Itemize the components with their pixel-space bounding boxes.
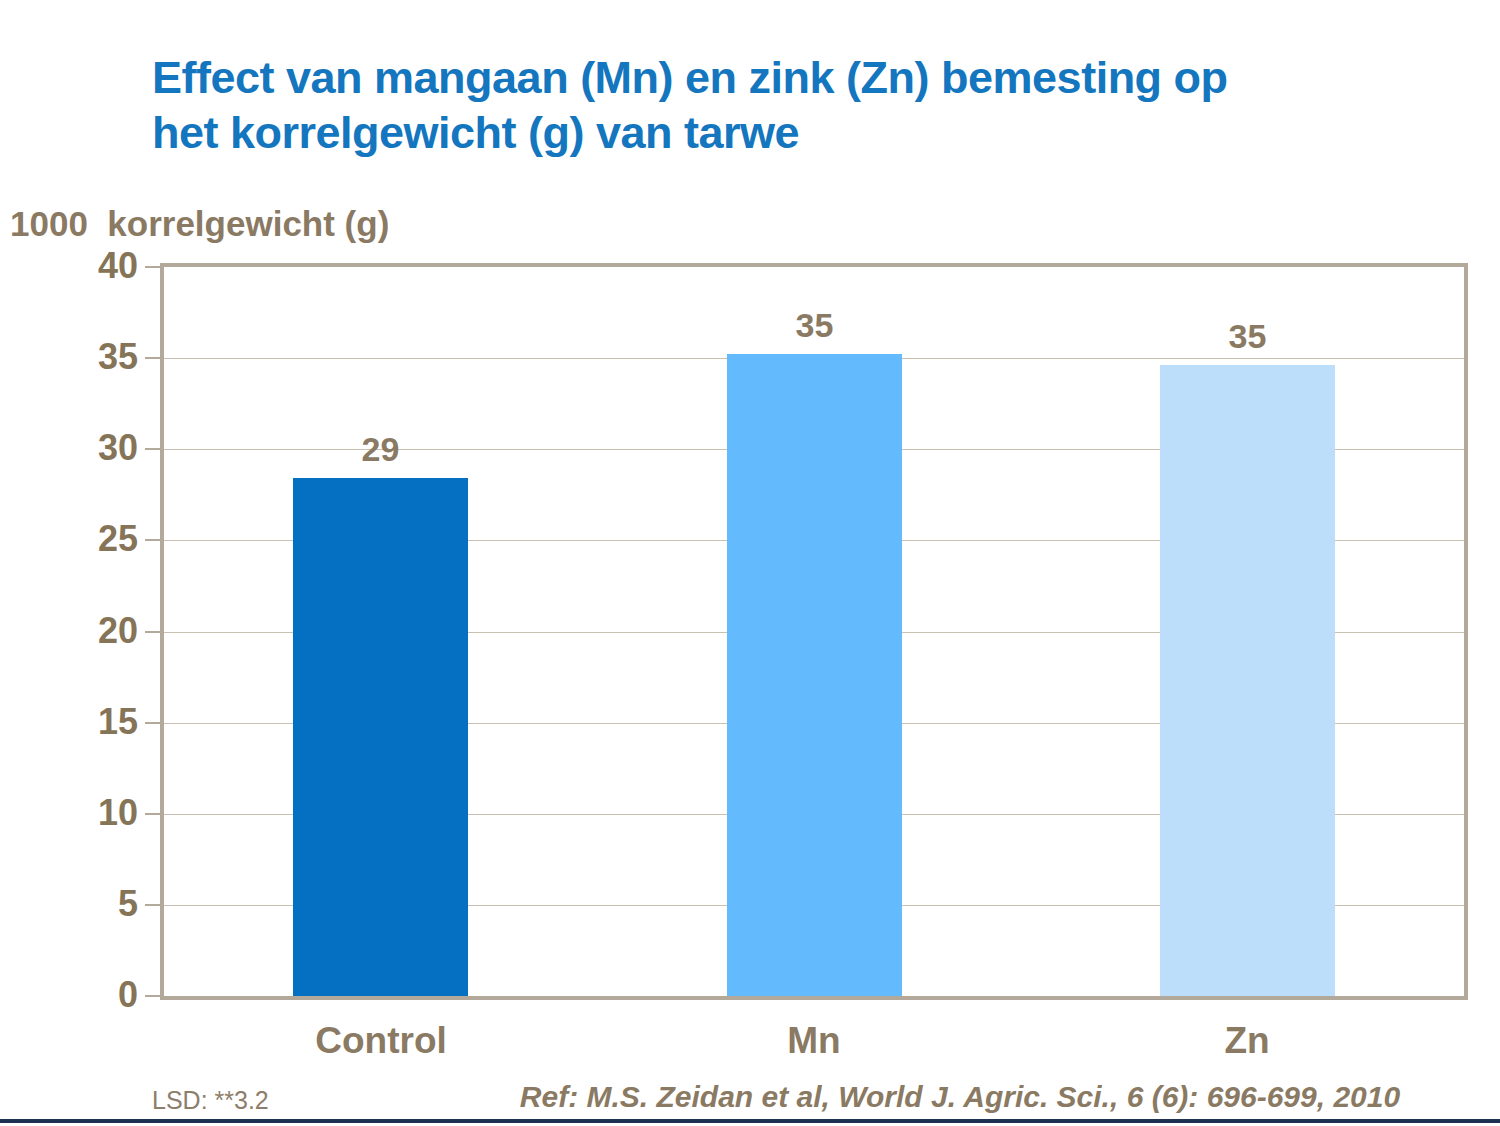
bar-mn <box>727 354 902 996</box>
bar-value-label-mn: 35 <box>727 306 902 345</box>
y-tick-20 <box>145 631 160 633</box>
bar-control <box>293 478 468 996</box>
y-tick-label-10: 10 <box>28 792 138 834</box>
bar-value-label-control: 29 <box>293 430 468 469</box>
y-tick-label-15: 15 <box>28 701 138 743</box>
y-tick-label-0: 0 <box>28 974 138 1016</box>
y-tick-label-25: 25 <box>28 518 138 560</box>
category-label-control: Control <box>231 1020 531 1062</box>
y-tick-label-5: 5 <box>28 883 138 925</box>
y-tick-label-40: 40 <box>28 245 138 287</box>
plot-area: 29 35 35 <box>164 267 1464 996</box>
y-axis-unit-label: 1000 korrelgewicht (g) <box>10 204 389 244</box>
plot-frame: 29 35 35 <box>160 263 1468 1000</box>
y-tick-35 <box>145 357 160 359</box>
y-tick-label-20: 20 <box>28 610 138 652</box>
y-tick-5 <box>145 904 160 906</box>
y-tick-25 <box>145 539 160 541</box>
y-tick-30 <box>145 448 160 450</box>
y-tick-15 <box>145 722 160 724</box>
y-tick-40 <box>145 266 160 268</box>
y-tick-label-35: 35 <box>28 336 138 378</box>
category-label-zn: Zn <box>1097 1020 1397 1062</box>
bar-zn <box>1160 365 1335 996</box>
y-tick-10 <box>145 813 160 815</box>
chart-title-line2: het korrelgewicht (g) van tarwe <box>152 105 1442 160</box>
reference-citation: Ref: M.S. Zeidan et al, World J. Agric. … <box>420 1080 1500 1114</box>
bar-value-label-zn: 35 <box>1160 317 1335 356</box>
slide: Effect van mangaan (Mn) en zink (Zn) bem… <box>0 0 1500 1126</box>
y-tick-0 <box>145 995 160 997</box>
y-tick-label-30: 30 <box>28 427 138 469</box>
chart-title: Effect van mangaan (Mn) en zink (Zn) bem… <box>152 50 1442 160</box>
footer-divider-line <box>0 1119 1500 1123</box>
lsd-annotation: LSD: **3.2 <box>152 1086 269 1115</box>
category-label-mn: Mn <box>664 1020 964 1062</box>
chart-title-line1: Effect van mangaan (Mn) en zink (Zn) bem… <box>152 50 1442 105</box>
